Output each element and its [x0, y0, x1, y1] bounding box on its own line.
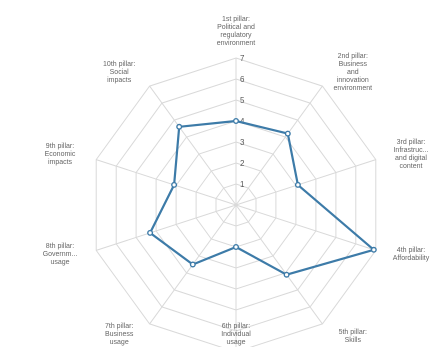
- data-point: [171, 181, 178, 188]
- category-label-line: Individual: [221, 331, 251, 338]
- category-label-line: Social: [109, 69, 129, 77]
- category-label-line: innovation: [336, 77, 369, 85]
- category-label-line: Business: [338, 61, 367, 69]
- category-label-line: 2nd pillar:: [337, 53, 368, 61]
- category-label-line: environment: [333, 85, 373, 93]
- data-point: [283, 271, 290, 278]
- category-label-line: regulatory: [220, 32, 252, 39]
- axis-spoke: [235, 159, 376, 206]
- category-label-line: usage: [226, 339, 246, 346]
- tick-label: 3: [240, 138, 245, 147]
- category-label-line: Governm...: [42, 251, 78, 259]
- axis-spoke: [235, 85, 323, 206]
- data-point: [232, 117, 239, 124]
- category-label-line: 10th pillar:: [103, 61, 136, 69]
- category-label: 8th pillar: Governm... usage: [25, 243, 95, 267]
- category-label-line: Skills: [344, 336, 361, 344]
- category-label-line: Political and: [217, 24, 255, 31]
- grid-ring-7: [95, 57, 377, 347]
- data-point: [176, 123, 183, 130]
- category-label-line: 9th pillar:: [45, 142, 75, 150]
- category-label: 9th pillar: Economic impacts: [25, 143, 95, 167]
- data-point: [284, 130, 291, 137]
- data-point: [370, 246, 377, 253]
- category-label-line: usage: [109, 339, 129, 346]
- category-label-line: environment: [216, 40, 256, 47]
- data-point: [147, 229, 154, 236]
- data-point: [294, 181, 301, 188]
- category-label-line: 1st pillar:: [221, 16, 250, 23]
- category-label-line: Affordability: [392, 255, 430, 263]
- category-label-line: impacts: [47, 158, 73, 166]
- axis-spoke: [149, 85, 237, 206]
- category-label-line: and digital: [395, 154, 427, 162]
- axis-spoke: [235, 204, 323, 325]
- category-label-line: usage: [50, 259, 70, 267]
- category-label-line: 7th pillar:: [104, 323, 134, 330]
- category-label: 10th pillar: Social impacts: [84, 61, 154, 85]
- category-label-line: content: [399, 162, 423, 170]
- category-label: 6th pillar: Individual usage: [201, 323, 271, 347]
- category-label: 2nd pillar: Business and innovation environm…: [318, 53, 388, 93]
- category-label-line: 4th pillar:: [396, 247, 426, 255]
- category-label-line: impacts: [107, 77, 132, 85]
- category-label-line: Infrastruc...: [393, 146, 429, 154]
- axis-spoke: [235, 204, 376, 251]
- tick-label: 2: [240, 159, 245, 168]
- category-label-line: Business: [104, 331, 134, 338]
- data-point: [189, 261, 196, 268]
- axis-spoke: [96, 204, 237, 251]
- category-label: 4th pillar: Affordability: [376, 247, 446, 263]
- tick-label: 6: [240, 75, 245, 84]
- category-label-line: Economic: [44, 150, 76, 158]
- category-label: 5th pillar: Skills: [318, 329, 388, 345]
- category-label-line: 8th pillar:: [45, 243, 75, 251]
- axis-spoke: [96, 159, 237, 206]
- category-label: 1st pillar: Political and regulatory enviro…: [201, 16, 271, 48]
- data-point: [232, 243, 239, 250]
- category-label: 7th pillar: Business usage: [84, 323, 154, 347]
- category-label: 3rd pillar: Infrastruc... and digital conte…: [376, 139, 446, 171]
- category-label-line: 3rd pillar:: [396, 138, 426, 146]
- category-label-line: and: [346, 69, 359, 77]
- tick-label: 5: [240, 96, 245, 105]
- tick-label: 1: [240, 180, 245, 189]
- tick-label: 7: [240, 54, 245, 63]
- category-label-line: 6th pillar:: [221, 323, 251, 330]
- category-label-line: 5th pillar:: [338, 328, 367, 336]
